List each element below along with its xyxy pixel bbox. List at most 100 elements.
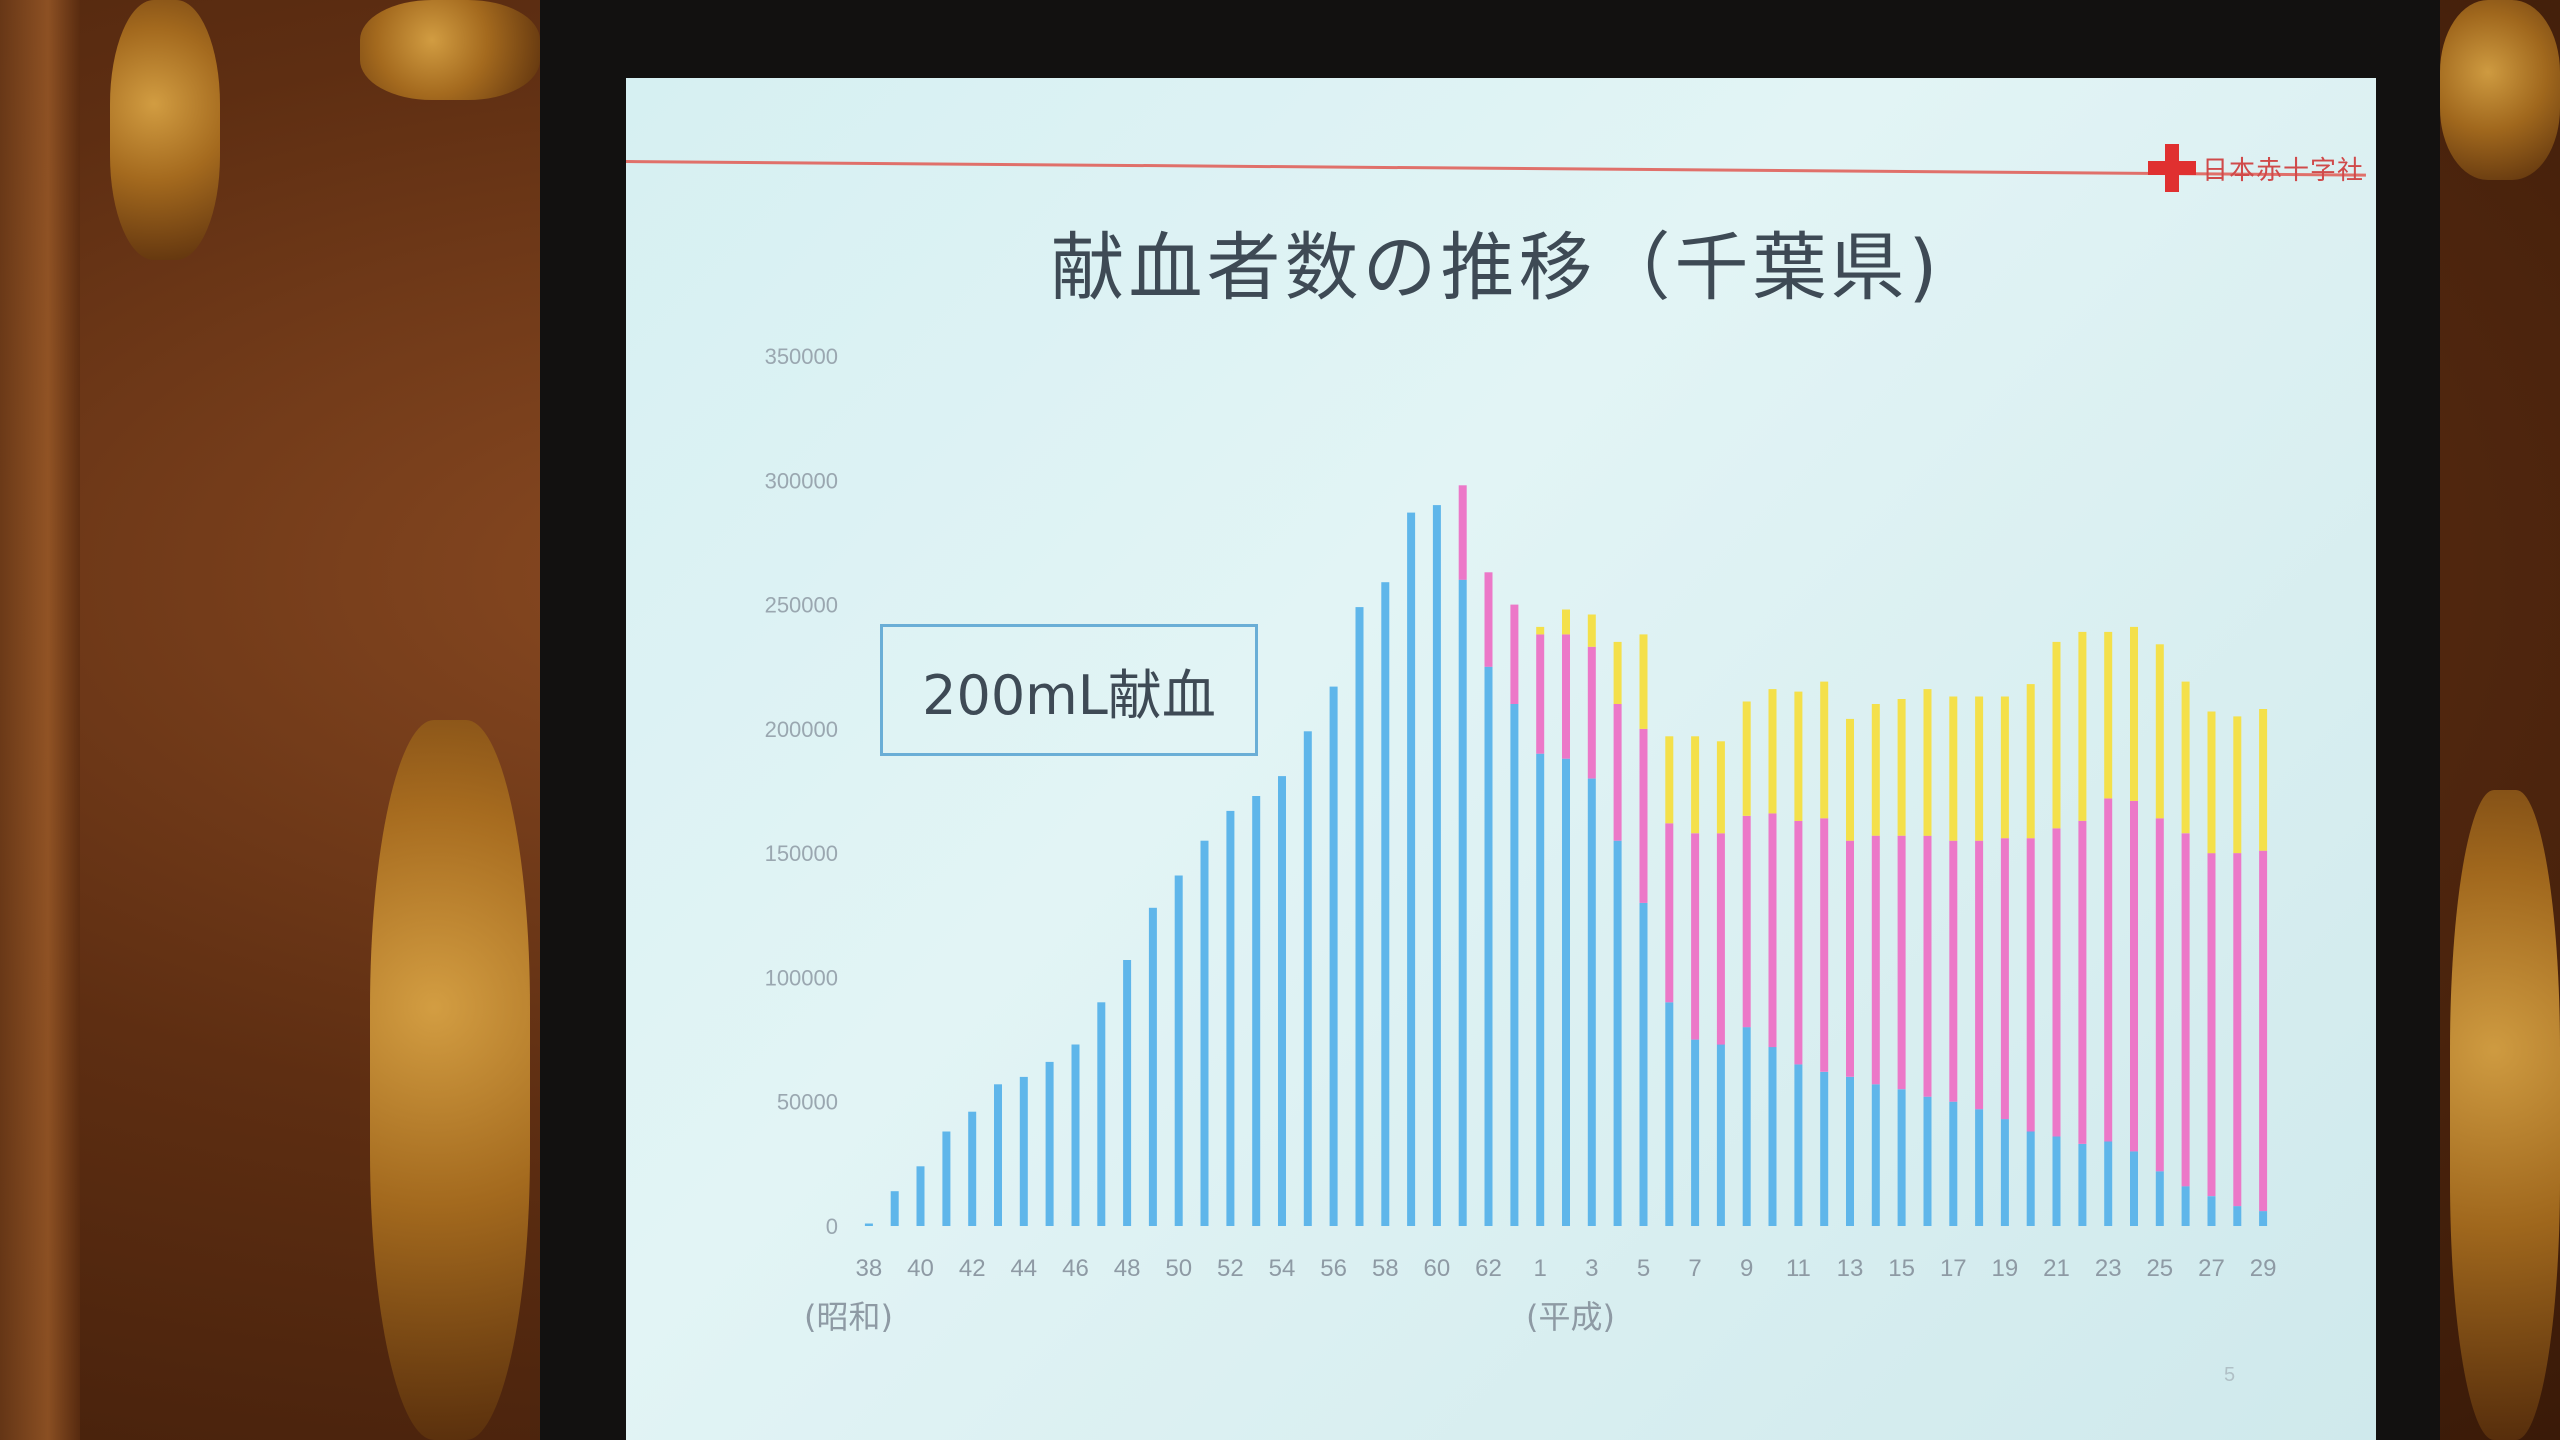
x-tick-label: 17 — [1940, 1255, 1967, 1282]
bar-segment-200ml — [1484, 666, 1493, 1226]
bar-segment-200ml — [1458, 579, 1467, 1226]
bar-segment-200ml — [2078, 1144, 2087, 1226]
bar-segment-400ml — [1716, 833, 1725, 1045]
bar-segment-component — [1716, 741, 1725, 834]
bar-segment-400ml — [1975, 840, 1984, 1110]
bar-segment-component — [1742, 701, 1751, 816]
bar-segment-200ml — [1097, 1002, 1106, 1226]
bar-segment-200ml — [1148, 907, 1157, 1226]
bar-segment-200ml — [1355, 607, 1364, 1226]
page-number: 5 — [2224, 1364, 2236, 1386]
bar-segment-component — [2207, 711, 2216, 854]
x-tick-label: 13 — [1837, 1255, 1864, 1282]
bar-segment-200ml — [1226, 810, 1235, 1226]
x-tick-label: 25 — [2146, 1255, 2173, 1282]
bar-segment-200ml — [2000, 1119, 2009, 1226]
x-tick-label: 15 — [1888, 1255, 1915, 1282]
x-tick-label: 42 — [959, 1255, 986, 1282]
slide: 日本赤十字社 献血者数の推移（千葉県) 0 50000 100000 150000 20… — [626, 78, 2376, 1440]
bar-segment-200ml — [1407, 512, 1416, 1226]
bar-segment-200ml — [2233, 1206, 2242, 1226]
x-tick-label: 52 — [1217, 1255, 1244, 1282]
bar-segment-400ml — [2078, 820, 2087, 1144]
bar-segment-component — [1691, 736, 1700, 834]
bar-segment-400ml — [2207, 853, 2216, 1197]
bar-segment-component — [1587, 614, 1596, 647]
gold-ornament — [2440, 0, 2560, 180]
bar-segment-component — [1639, 634, 1648, 729]
x-axis: 38 40 42 44 46 48 50 52 54 56 58 60 62 1 3 5 7 9 11 13 15 17 1… — [856, 1255, 2277, 1282]
bar-segment-400ml — [2259, 850, 2268, 1212]
y-tick-label: 300000 — [765, 468, 838, 493]
bar-segment-component — [1949, 696, 1958, 841]
bar-segment-200ml — [1665, 1002, 1674, 1226]
y-tick-label: 50000 — [777, 1090, 838, 1115]
red-cross-icon — [2148, 144, 2196, 192]
bar-segment-component — [1871, 704, 1880, 836]
bar-segment-400ml — [1768, 813, 1777, 1048]
x-tick-label: 7 — [1688, 1255, 1701, 1282]
bar-segment-400ml — [2026, 838, 2035, 1132]
bar-segment-400ml — [2052, 828, 2061, 1137]
x-tick-label: 48 — [1114, 1255, 1141, 1282]
bar-segment-200ml — [1768, 1047, 1777, 1226]
wall-panel — [0, 0, 80, 1440]
bar-segment-200ml — [1329, 686, 1338, 1226]
legend-label: 200mL献血 — [922, 663, 1216, 727]
bar-segment-200ml — [1252, 796, 1261, 1226]
bar-segment-200ml — [2052, 1136, 2061, 1226]
bars — [864, 485, 2268, 1227]
bar-segment-200ml — [890, 1191, 899, 1226]
bar-segment-200ml — [1381, 582, 1390, 1226]
x-tick-label: 44 — [1010, 1255, 1037, 1282]
wall-sconce — [2450, 790, 2560, 1440]
x-tick-label: 27 — [2198, 1255, 2225, 1282]
bar-segment-200ml — [1820, 1071, 1829, 1226]
x-tick-label: 3 — [1585, 1255, 1598, 1282]
logo-text: 日本赤十字社 — [2202, 155, 2365, 186]
bar-segment-200ml — [1949, 1101, 1958, 1226]
bar-segment-200ml — [1174, 875, 1183, 1226]
bar-segment-200ml — [1613, 840, 1622, 1226]
bar-segment-component — [2026, 684, 2035, 839]
bar-segment-400ml — [1897, 835, 1906, 1090]
era-label-showa: (昭和) — [804, 1298, 893, 1336]
bar-segment-400ml — [1691, 833, 1700, 1040]
x-tick-label: 54 — [1269, 1255, 1296, 1282]
bar-segment-component — [2233, 716, 2242, 854]
bar-segment-component — [2130, 626, 2138, 801]
bar-segment-component — [2259, 709, 2268, 851]
bar-segment-400ml — [1510, 604, 1519, 704]
bar-segment-component — [1768, 689, 1777, 814]
bar-segment-component — [2155, 644, 2164, 819]
bar-segment-200ml — [916, 1166, 925, 1226]
y-tick-label: 250000 — [765, 593, 838, 618]
bar-segment-400ml — [1846, 840, 1854, 1077]
x-tick-label: 1 — [1534, 1255, 1547, 1282]
bar-segment-400ml — [1742, 815, 1751, 1028]
bar-segment-400ml — [1820, 818, 1829, 1072]
bar-segment-200ml — [1536, 753, 1545, 1226]
y-tick-label: 150000 — [765, 841, 838, 866]
bar-segment-200ml — [1691, 1039, 1700, 1226]
bar-segment-200ml — [1975, 1109, 1984, 1226]
bar-segment-400ml — [1484, 572, 1493, 667]
y-tick-label: 350000 — [765, 344, 838, 369]
bar-segment-200ml — [1562, 758, 1570, 1226]
bar-segment-400ml — [1562, 634, 1570, 759]
bar-segment-400ml — [2233, 853, 2242, 1207]
bar-segment-component — [2000, 696, 2009, 839]
bar-segment-400ml — [1949, 840, 1958, 1102]
x-tick-label: 38 — [856, 1255, 883, 1282]
bar-segment-400ml — [1871, 835, 1880, 1085]
bar-segment-component — [1536, 626, 1545, 635]
bar-segment-200ml — [1303, 731, 1312, 1226]
bar-segment-200ml — [1432, 505, 1441, 1227]
wall-sconce — [370, 720, 530, 1440]
bar-segment-400ml — [2130, 800, 2138, 1152]
bar-segment-200ml — [1897, 1089, 1906, 1226]
bar-segment-400ml — [1665, 823, 1674, 1003]
x-tick-label: 56 — [1320, 1255, 1347, 1282]
bar-segment-200ml — [1587, 778, 1596, 1226]
y-tick-label: 0 — [826, 1214, 838, 1239]
